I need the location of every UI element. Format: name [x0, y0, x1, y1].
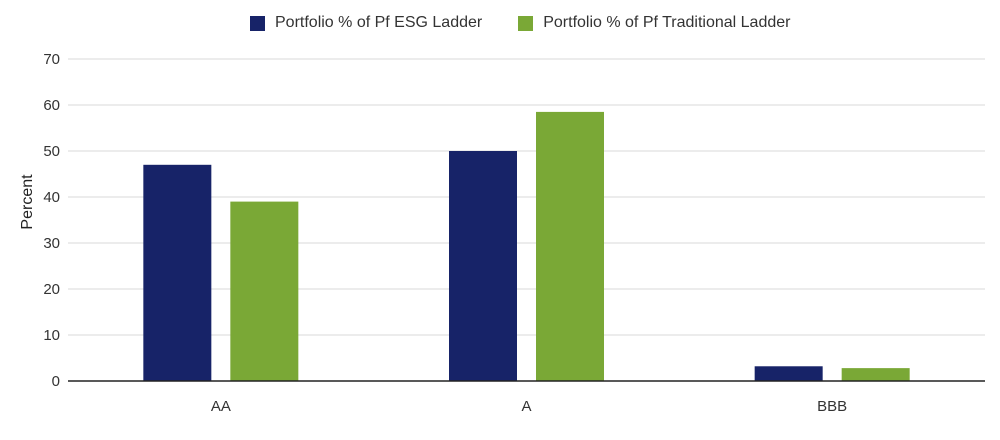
- y-tick-label: 70: [43, 51, 60, 68]
- chart-legend: Portfolio % of Pf ESG Ladder Portfolio %…: [250, 14, 826, 32]
- y-tick-label: 60: [43, 97, 60, 114]
- legend-label-traditional: Portfolio % of Pf Traditional Ladder: [543, 14, 791, 31]
- bar-aa-series-0: [143, 164, 212, 381]
- y-tick-label: 50: [43, 143, 60, 160]
- y-tick-label: 0: [52, 373, 60, 390]
- x-tick-label: AA: [211, 398, 231, 415]
- legend-label-esg: Portfolio % of Pf ESG Ladder: [275, 14, 483, 31]
- legend-item-traditional: Portfolio % of Pf Traditional Ladder: [518, 14, 790, 32]
- legend-swatch-traditional: [518, 15, 534, 31]
- y-tick-label: 30: [43, 235, 60, 252]
- x-tick-label: A: [521, 398, 531, 415]
- gridlines: [68, 58, 985, 336]
- bars: [143, 111, 910, 382]
- bar-a-series-1: [536, 111, 604, 382]
- bar-aa-series-1: [230, 201, 299, 381]
- bar-bbb-series-1: [841, 368, 910, 381]
- y-tick-label: 10: [43, 327, 60, 344]
- y-axis-title: Percent: [19, 174, 36, 230]
- bar-a-series-0: [449, 151, 517, 381]
- y-tick-label: 40: [43, 189, 60, 206]
- bar-bbb-series-0: [754, 366, 823, 381]
- y-tick-label: 20: [43, 281, 60, 298]
- legend-item-esg: Portfolio % of Pf ESG Ladder: [250, 14, 482, 32]
- legend-swatch-esg: [250, 15, 265, 31]
- x-tick-label: BBB: [817, 398, 847, 415]
